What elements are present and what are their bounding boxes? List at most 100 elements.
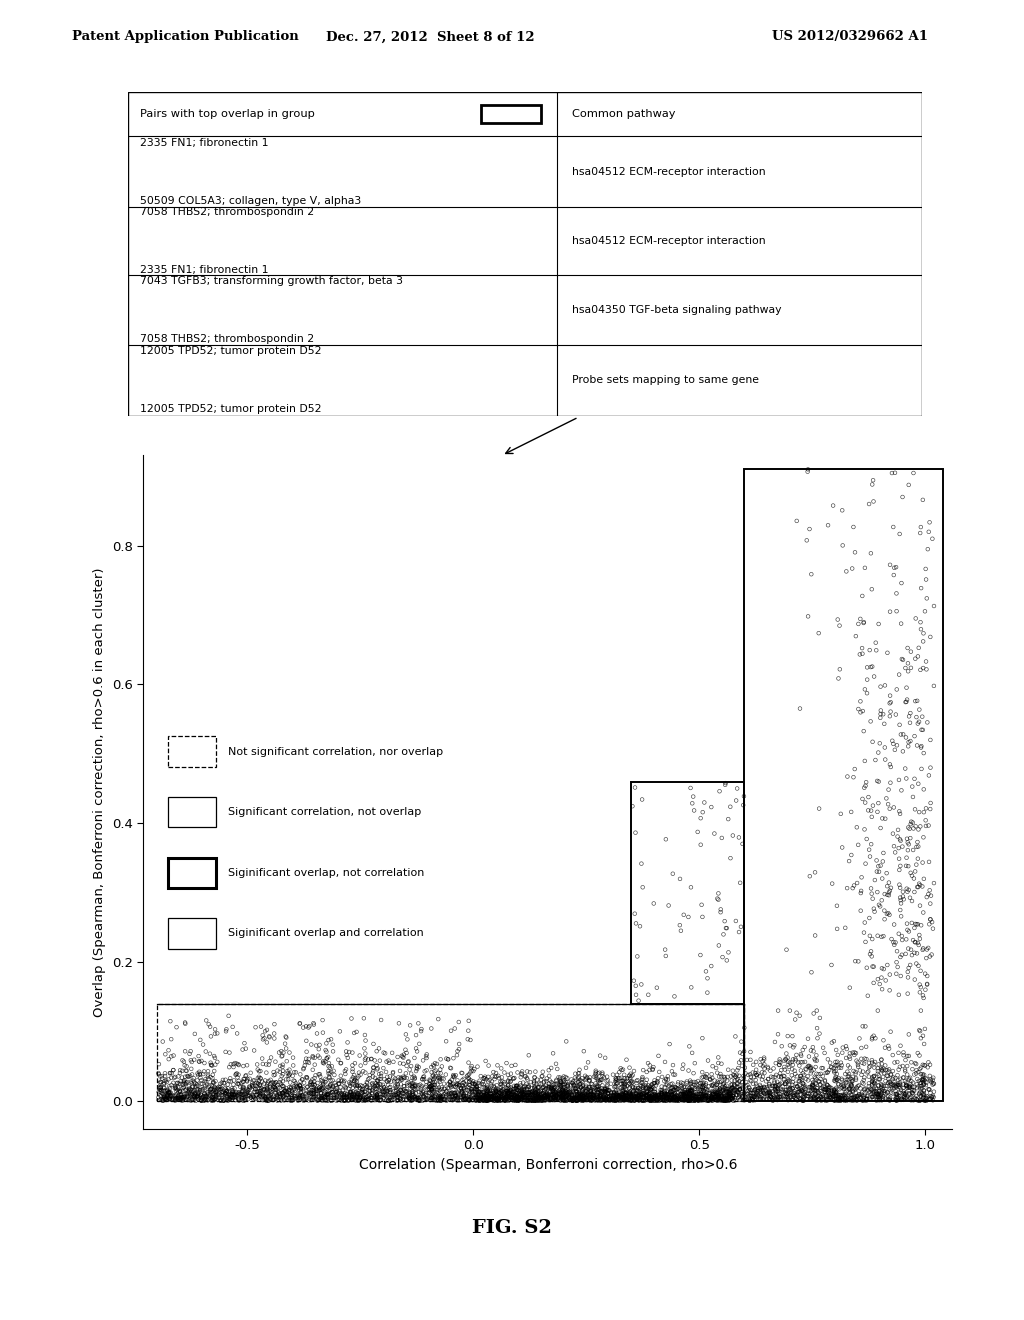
Point	[753, 1076, 769, 1097]
Point	[421, 1073, 437, 1094]
Point	[906, 1080, 923, 1101]
Point	[317, 1051, 334, 1072]
Point	[575, 1086, 592, 1107]
Point	[484, 1082, 501, 1104]
Point	[600, 1086, 616, 1107]
Point	[275, 1076, 292, 1097]
Point	[296, 1089, 312, 1110]
Point	[584, 1084, 600, 1105]
Point	[278, 1080, 294, 1101]
Point	[827, 1068, 844, 1089]
Point	[174, 1090, 190, 1111]
Point	[771, 1055, 787, 1076]
Point	[221, 1084, 238, 1105]
Point	[463, 1078, 479, 1100]
Point	[442, 1072, 459, 1093]
Point	[469, 1088, 485, 1109]
Point	[415, 1081, 431, 1102]
Point	[357, 1074, 374, 1096]
Point	[450, 1085, 466, 1106]
Point	[373, 1063, 389, 1084]
Point	[567, 1089, 584, 1110]
Point	[298, 1041, 314, 1063]
Point	[542, 1071, 558, 1092]
Point	[521, 1082, 538, 1104]
Point	[728, 1064, 744, 1085]
Point	[817, 1078, 834, 1100]
Point	[551, 1074, 567, 1096]
Point	[357, 1084, 374, 1105]
Point	[881, 1038, 897, 1059]
Point	[284, 1088, 300, 1109]
Point	[784, 1078, 801, 1100]
Point	[485, 1086, 502, 1107]
Point	[563, 1084, 580, 1105]
Point	[325, 1076, 341, 1097]
Point	[532, 1086, 549, 1107]
Point	[609, 1085, 626, 1106]
Point	[185, 1081, 202, 1102]
Point	[484, 1081, 501, 1102]
Point	[506, 1084, 522, 1105]
Point	[327, 1064, 343, 1085]
Point	[184, 1076, 201, 1097]
Point	[395, 1067, 412, 1088]
Point	[375, 1057, 391, 1078]
Point	[155, 1090, 171, 1111]
Point	[545, 1043, 561, 1064]
Point	[215, 1082, 231, 1104]
Point	[342, 1081, 358, 1102]
Point	[568, 1069, 585, 1090]
Point	[467, 1074, 483, 1096]
Point	[882, 706, 898, 727]
Point	[400, 1088, 417, 1109]
Point	[325, 1034, 341, 1055]
Point	[822, 1086, 839, 1107]
Point	[549, 1086, 565, 1107]
Point	[830, 668, 847, 689]
Point	[901, 1077, 918, 1098]
Point	[253, 1077, 269, 1098]
Point	[585, 1085, 601, 1106]
Point	[905, 462, 922, 483]
Point	[257, 1020, 273, 1041]
Point	[757, 1084, 773, 1105]
Point	[478, 1088, 495, 1109]
Point	[246, 1088, 262, 1109]
Point	[844, 1076, 860, 1097]
Point	[613, 1073, 630, 1094]
Point	[911, 924, 928, 945]
Point	[266, 1089, 283, 1110]
Point	[773, 1067, 790, 1088]
Point	[914, 719, 931, 741]
Point	[440, 1084, 457, 1105]
Point	[344, 1086, 360, 1107]
Point	[536, 1076, 552, 1097]
Point	[710, 1052, 726, 1073]
Point	[624, 1086, 640, 1107]
Point	[470, 1084, 486, 1105]
Point	[343, 1081, 359, 1102]
Point	[155, 1089, 171, 1110]
Point	[579, 1089, 595, 1110]
Point	[886, 1078, 902, 1100]
Point	[177, 1089, 194, 1110]
Point	[899, 689, 915, 710]
Point	[703, 1088, 720, 1109]
Point	[578, 1086, 594, 1107]
Point	[213, 1089, 229, 1110]
Point	[564, 1088, 581, 1109]
Point	[395, 1086, 412, 1107]
Point	[188, 1086, 205, 1107]
Point	[178, 1056, 195, 1077]
Point	[284, 1080, 300, 1101]
Point	[206, 1084, 222, 1105]
Point	[843, 801, 859, 822]
Point	[885, 932, 901, 953]
Point	[556, 1090, 572, 1111]
Point	[749, 1085, 765, 1106]
Point	[744, 1085, 761, 1106]
Point	[722, 1080, 738, 1101]
Point	[705, 1080, 721, 1101]
Point	[286, 1080, 302, 1101]
